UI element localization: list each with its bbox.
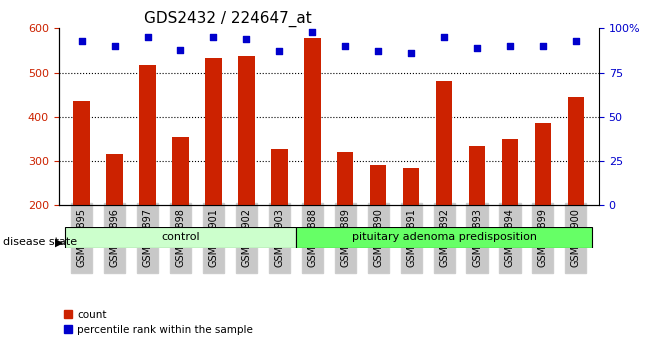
Text: pituitary adenoma predisposition: pituitary adenoma predisposition	[352, 232, 536, 242]
Point	[472, 45, 482, 51]
Legend: count, percentile rank within the sample: count, percentile rank within the sample	[64, 310, 253, 335]
Point	[505, 43, 515, 49]
Bar	[370, 166, 387, 205]
Text: ▶: ▶	[55, 238, 64, 247]
Text: GDS2432 / 224647_at: GDS2432 / 224647_at	[144, 11, 312, 27]
Bar	[271, 149, 288, 205]
Bar	[304, 38, 320, 205]
Bar	[403, 168, 419, 205]
Point	[373, 48, 383, 54]
Point	[143, 34, 153, 40]
Point	[571, 38, 581, 44]
Point	[241, 36, 251, 42]
Point	[208, 34, 219, 40]
Bar	[502, 139, 518, 205]
Point	[175, 47, 186, 52]
Bar	[534, 124, 551, 205]
Bar	[337, 152, 353, 205]
Bar	[139, 65, 156, 205]
Point	[406, 50, 417, 56]
Point	[109, 43, 120, 49]
Point	[307, 29, 318, 35]
Bar	[74, 101, 90, 205]
Point	[439, 34, 449, 40]
Bar	[469, 145, 485, 205]
Bar	[205, 58, 222, 205]
Bar	[296, 227, 592, 248]
Bar	[238, 56, 255, 205]
Point	[538, 43, 548, 49]
Point	[76, 38, 87, 44]
Bar	[436, 81, 452, 205]
Bar	[106, 154, 123, 205]
Bar	[173, 137, 189, 205]
Bar	[65, 227, 296, 248]
Point	[274, 48, 284, 54]
Bar	[568, 97, 584, 205]
Text: disease state: disease state	[3, 238, 77, 247]
Point	[340, 43, 350, 49]
Text: control: control	[161, 232, 200, 242]
